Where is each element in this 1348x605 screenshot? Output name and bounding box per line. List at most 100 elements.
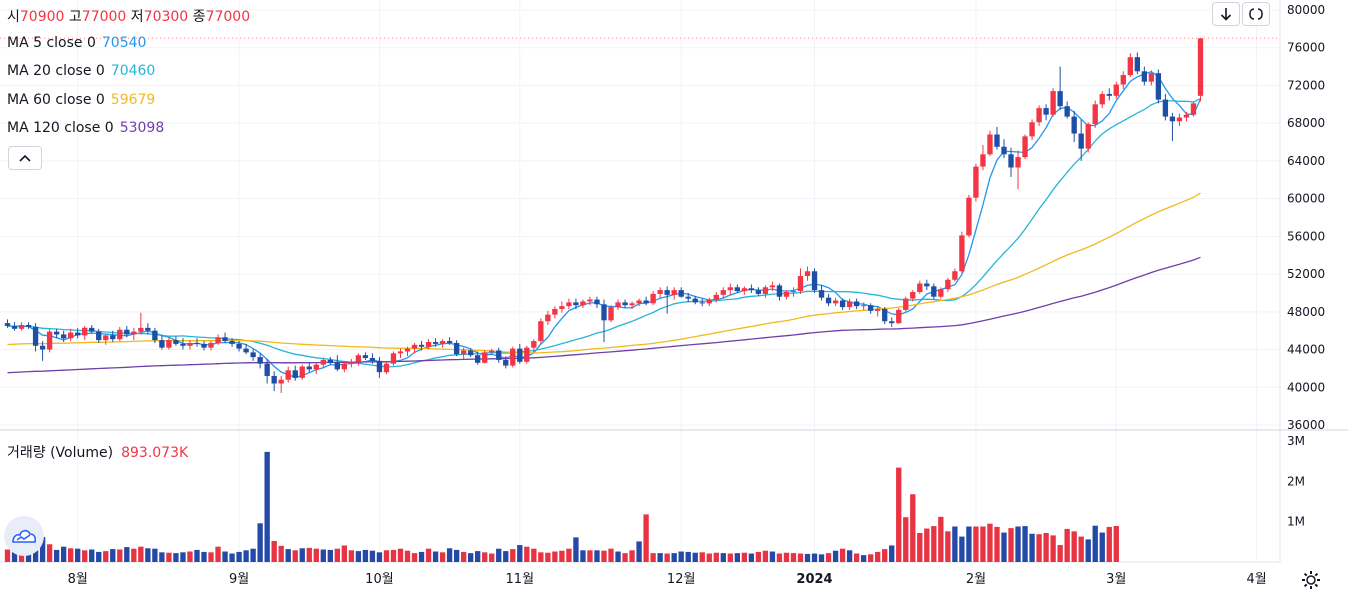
volume-bar bbox=[832, 550, 839, 562]
volume-bar bbox=[32, 543, 39, 562]
price-tick-label: 56000 bbox=[1287, 229, 1325, 243]
ma-line-60 bbox=[7, 192, 1201, 354]
candle bbox=[152, 330, 158, 341]
candle bbox=[1085, 124, 1091, 149]
volume-bar bbox=[601, 550, 607, 562]
candle bbox=[25, 325, 32, 327]
candle bbox=[727, 287, 733, 291]
candle bbox=[825, 297, 832, 304]
volume-bar bbox=[376, 552, 383, 562]
volume-bar bbox=[545, 552, 551, 562]
ma120-label: MA 120 close 0 bbox=[7, 120, 114, 136]
volume-bar bbox=[559, 550, 565, 562]
candle bbox=[510, 348, 516, 366]
candle bbox=[411, 344, 418, 349]
volume-bar bbox=[987, 523, 993, 562]
ma60-legend[interactable]: MA 60 close 0 59679 bbox=[7, 92, 155, 108]
volume-bar bbox=[524, 546, 530, 562]
candle bbox=[685, 296, 691, 299]
open-value: 70900 bbox=[19, 9, 65, 25]
candle bbox=[790, 291, 797, 293]
ma120-legend[interactable]: MA 120 close 0 53098 bbox=[7, 120, 164, 136]
volume-bar bbox=[531, 548, 537, 562]
candle bbox=[250, 352, 256, 358]
volume-bar bbox=[839, 548, 846, 562]
candle bbox=[53, 331, 60, 335]
time-tick-label: 2월 bbox=[966, 572, 986, 587]
volume-bar bbox=[257, 523, 263, 562]
candle bbox=[903, 298, 909, 310]
candle bbox=[1057, 91, 1063, 107]
candle bbox=[1001, 146, 1007, 155]
time-tick-label: 4월 bbox=[1247, 572, 1267, 587]
volume-bar bbox=[945, 531, 951, 562]
volume-bar bbox=[475, 551, 481, 562]
settings-button[interactable] bbox=[1300, 569, 1322, 591]
volume-bar bbox=[166, 552, 172, 562]
candle bbox=[1064, 106, 1070, 117]
candle bbox=[180, 343, 186, 346]
volume-bar bbox=[39, 536, 46, 562]
tradingview-logo-icon[interactable] bbox=[4, 516, 44, 556]
download-button[interactable] bbox=[1212, 2, 1240, 26]
volume-bar bbox=[762, 550, 769, 562]
volume-bar bbox=[629, 550, 635, 562]
volume-bar bbox=[720, 553, 726, 562]
volume-bar bbox=[1043, 532, 1049, 562]
volume-bar bbox=[313, 548, 319, 562]
volume-bar bbox=[664, 553, 670, 562]
volume-bar bbox=[131, 548, 137, 562]
volume-bar bbox=[222, 551, 228, 562]
volume-bar bbox=[1085, 539, 1091, 562]
candle bbox=[566, 302, 572, 307]
time-tick-label: 2024 bbox=[796, 572, 832, 587]
candle bbox=[138, 327, 144, 332]
candle bbox=[264, 363, 270, 376]
candle bbox=[390, 353, 397, 364]
volume-bar bbox=[538, 552, 544, 562]
volume-bar bbox=[510, 549, 516, 562]
candle bbox=[39, 345, 46, 350]
candle bbox=[896, 309, 902, 324]
collapse-legend-button[interactable] bbox=[8, 146, 42, 170]
time-tick-label: 11월 bbox=[506, 572, 535, 587]
candle bbox=[11, 325, 18, 329]
candle bbox=[755, 290, 762, 294]
volume-bar bbox=[383, 550, 390, 562]
price-tick-label: 52000 bbox=[1287, 267, 1325, 281]
candle bbox=[573, 302, 579, 306]
price-tick-label: 36000 bbox=[1287, 418, 1325, 432]
candle bbox=[811, 271, 818, 291]
volume-bar bbox=[229, 553, 235, 562]
candle bbox=[468, 350, 474, 356]
volume-bar bbox=[903, 517, 909, 562]
volume-bar bbox=[215, 546, 221, 562]
candle bbox=[341, 363, 348, 370]
volume-bar bbox=[243, 550, 249, 562]
ma5-legend[interactable]: MA 5 close 0 70540 bbox=[7, 35, 146, 51]
volume-bar bbox=[1001, 532, 1007, 562]
volume-bar bbox=[706, 553, 712, 562]
volume-bar bbox=[460, 551, 467, 562]
candle bbox=[952, 271, 958, 280]
candle bbox=[769, 285, 776, 288]
candle bbox=[622, 302, 628, 306]
refresh-button[interactable] bbox=[1242, 2, 1270, 26]
candle bbox=[1176, 117, 1183, 122]
candle bbox=[713, 294, 719, 300]
volume-bar bbox=[271, 541, 277, 562]
candle bbox=[201, 343, 207, 348]
ma20-legend[interactable]: MA 20 close 0 70460 bbox=[7, 63, 155, 79]
candle bbox=[720, 290, 726, 295]
candle bbox=[187, 342, 193, 346]
volume-bar bbox=[699, 552, 705, 562]
volume-legend[interactable]: 거래량 (Volume) 893.073K bbox=[7, 442, 188, 462]
volume-bar bbox=[503, 551, 509, 562]
candle bbox=[1015, 157, 1021, 168]
candle bbox=[208, 342, 214, 348]
price-tick-label: 76000 bbox=[1287, 41, 1325, 55]
price-tick-label: 64000 bbox=[1287, 154, 1325, 168]
volume-bar bbox=[82, 550, 88, 562]
